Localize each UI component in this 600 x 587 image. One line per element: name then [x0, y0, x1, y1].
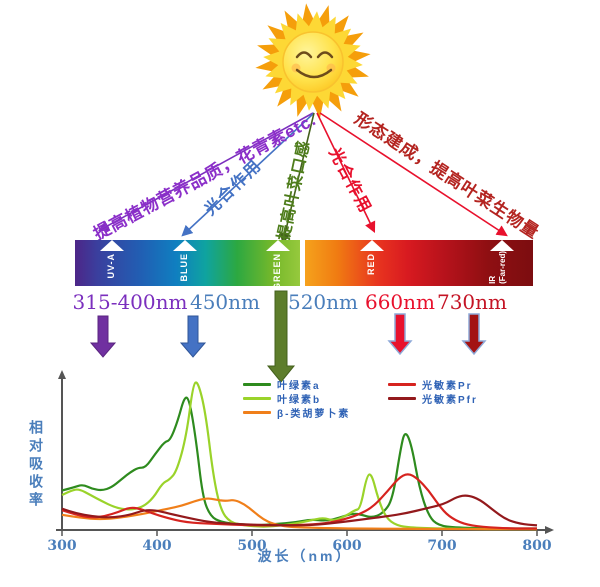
chart-legend-left: 叶绿素a 叶绿素b β-类胡萝卜素 [243, 378, 351, 420]
x-tick-label: 700 [427, 538, 456, 554]
chart-legend-right: 光敏素Pr 光敏素Pfr [388, 378, 478, 406]
band-label-red: RED [366, 253, 376, 276]
x-axis-arrow [545, 526, 554, 534]
y-axis-arrow [58, 370, 66, 379]
legend-label-beta-carotene: β-类胡萝卜素 [277, 408, 351, 420]
sun-illustration [255, 3, 371, 119]
sun-eye-right [316, 51, 334, 59]
band-label-ir-sub: (Far-red) [498, 251, 507, 284]
series-phytochrome-pr [61, 473, 537, 530]
sun-rays-outer [255, 3, 371, 119]
legend-label-phytochrome-pr: 光敏素Pr [422, 380, 473, 392]
wavelength-uv: 315-400nm [72, 290, 188, 314]
legend-item-phytochrome-pfr: 光敏素Pfr [388, 392, 478, 406]
y-axis-title: 相对吸收率 [28, 420, 44, 510]
wavelength-red: 660nm [364, 290, 436, 314]
legend-label-phytochrome-pfr: 光敏素Pfr [422, 394, 478, 406]
series-beta-carotene [61, 497, 537, 531]
legend-item-chlorophyll-a: 叶绿素a [243, 378, 350, 392]
arrow-uv [89, 315, 117, 358]
annotation-red-benefit: 光合作用 [325, 145, 375, 217]
legend-swatch-chlorophyll-a [243, 382, 271, 386]
legend-swatch-beta-carotene [243, 410, 271, 414]
band-label-ir-main: IR [488, 275, 497, 284]
sun-eye-left [295, 51, 313, 59]
arrow-red [387, 313, 413, 356]
x-tick-label: 400 [142, 538, 171, 554]
annotation-green-benefit: 提高叶菜口感 [275, 138, 314, 243]
x-tick-label: 300 [47, 538, 76, 554]
wavelength-green: 520nm [287, 290, 359, 314]
legend-label-chlorophyll-a: 叶绿素a [277, 380, 321, 392]
wavelength-farred: 730nm [436, 290, 508, 314]
legend-item-phytochrome-pr: 光敏素Pr [388, 378, 478, 392]
wavelength-blue: 450nm [189, 290, 261, 314]
arrow-farred [461, 313, 487, 356]
sun-blush-right [326, 63, 336, 73]
legend-item-chlorophyll-b: 叶绿素b [243, 392, 350, 406]
legend-label-chlorophyll-b: 叶绿素b [277, 394, 322, 406]
sun-rays-inner [263, 11, 363, 111]
legend-swatch-phytochrome-pr [388, 382, 416, 386]
x-tick-label: 800 [522, 538, 551, 554]
sun-blush-left [291, 63, 301, 73]
legend-swatch-chlorophyll-b [243, 396, 271, 400]
x-axis-title: 波长（nm） [257, 548, 353, 564]
series-phytochrome-pfr [61, 494, 538, 527]
legend-item-beta-carotene: β-类胡萝卜素 [243, 406, 351, 420]
sun-face [282, 31, 344, 93]
legend-swatch-phytochrome-pfr [388, 396, 416, 400]
band-label-green: GREEN [272, 253, 282, 291]
band-marker-uva [100, 240, 124, 251]
band-label-ir: IR (Far-red) [488, 251, 507, 284]
arrow-blue [179, 315, 207, 358]
band-marker-blue [173, 240, 197, 251]
band-marker-green [266, 240, 290, 251]
annotation-farred-benefit: 形态建成，提高叶菜生物量 [351, 108, 543, 243]
band-marker-red [360, 240, 384, 251]
sun-smile [295, 68, 333, 79]
band-label-blue: BLUE [179, 253, 189, 282]
band-label-uva: UV-A [106, 253, 116, 279]
band-marker-ir [490, 240, 514, 251]
